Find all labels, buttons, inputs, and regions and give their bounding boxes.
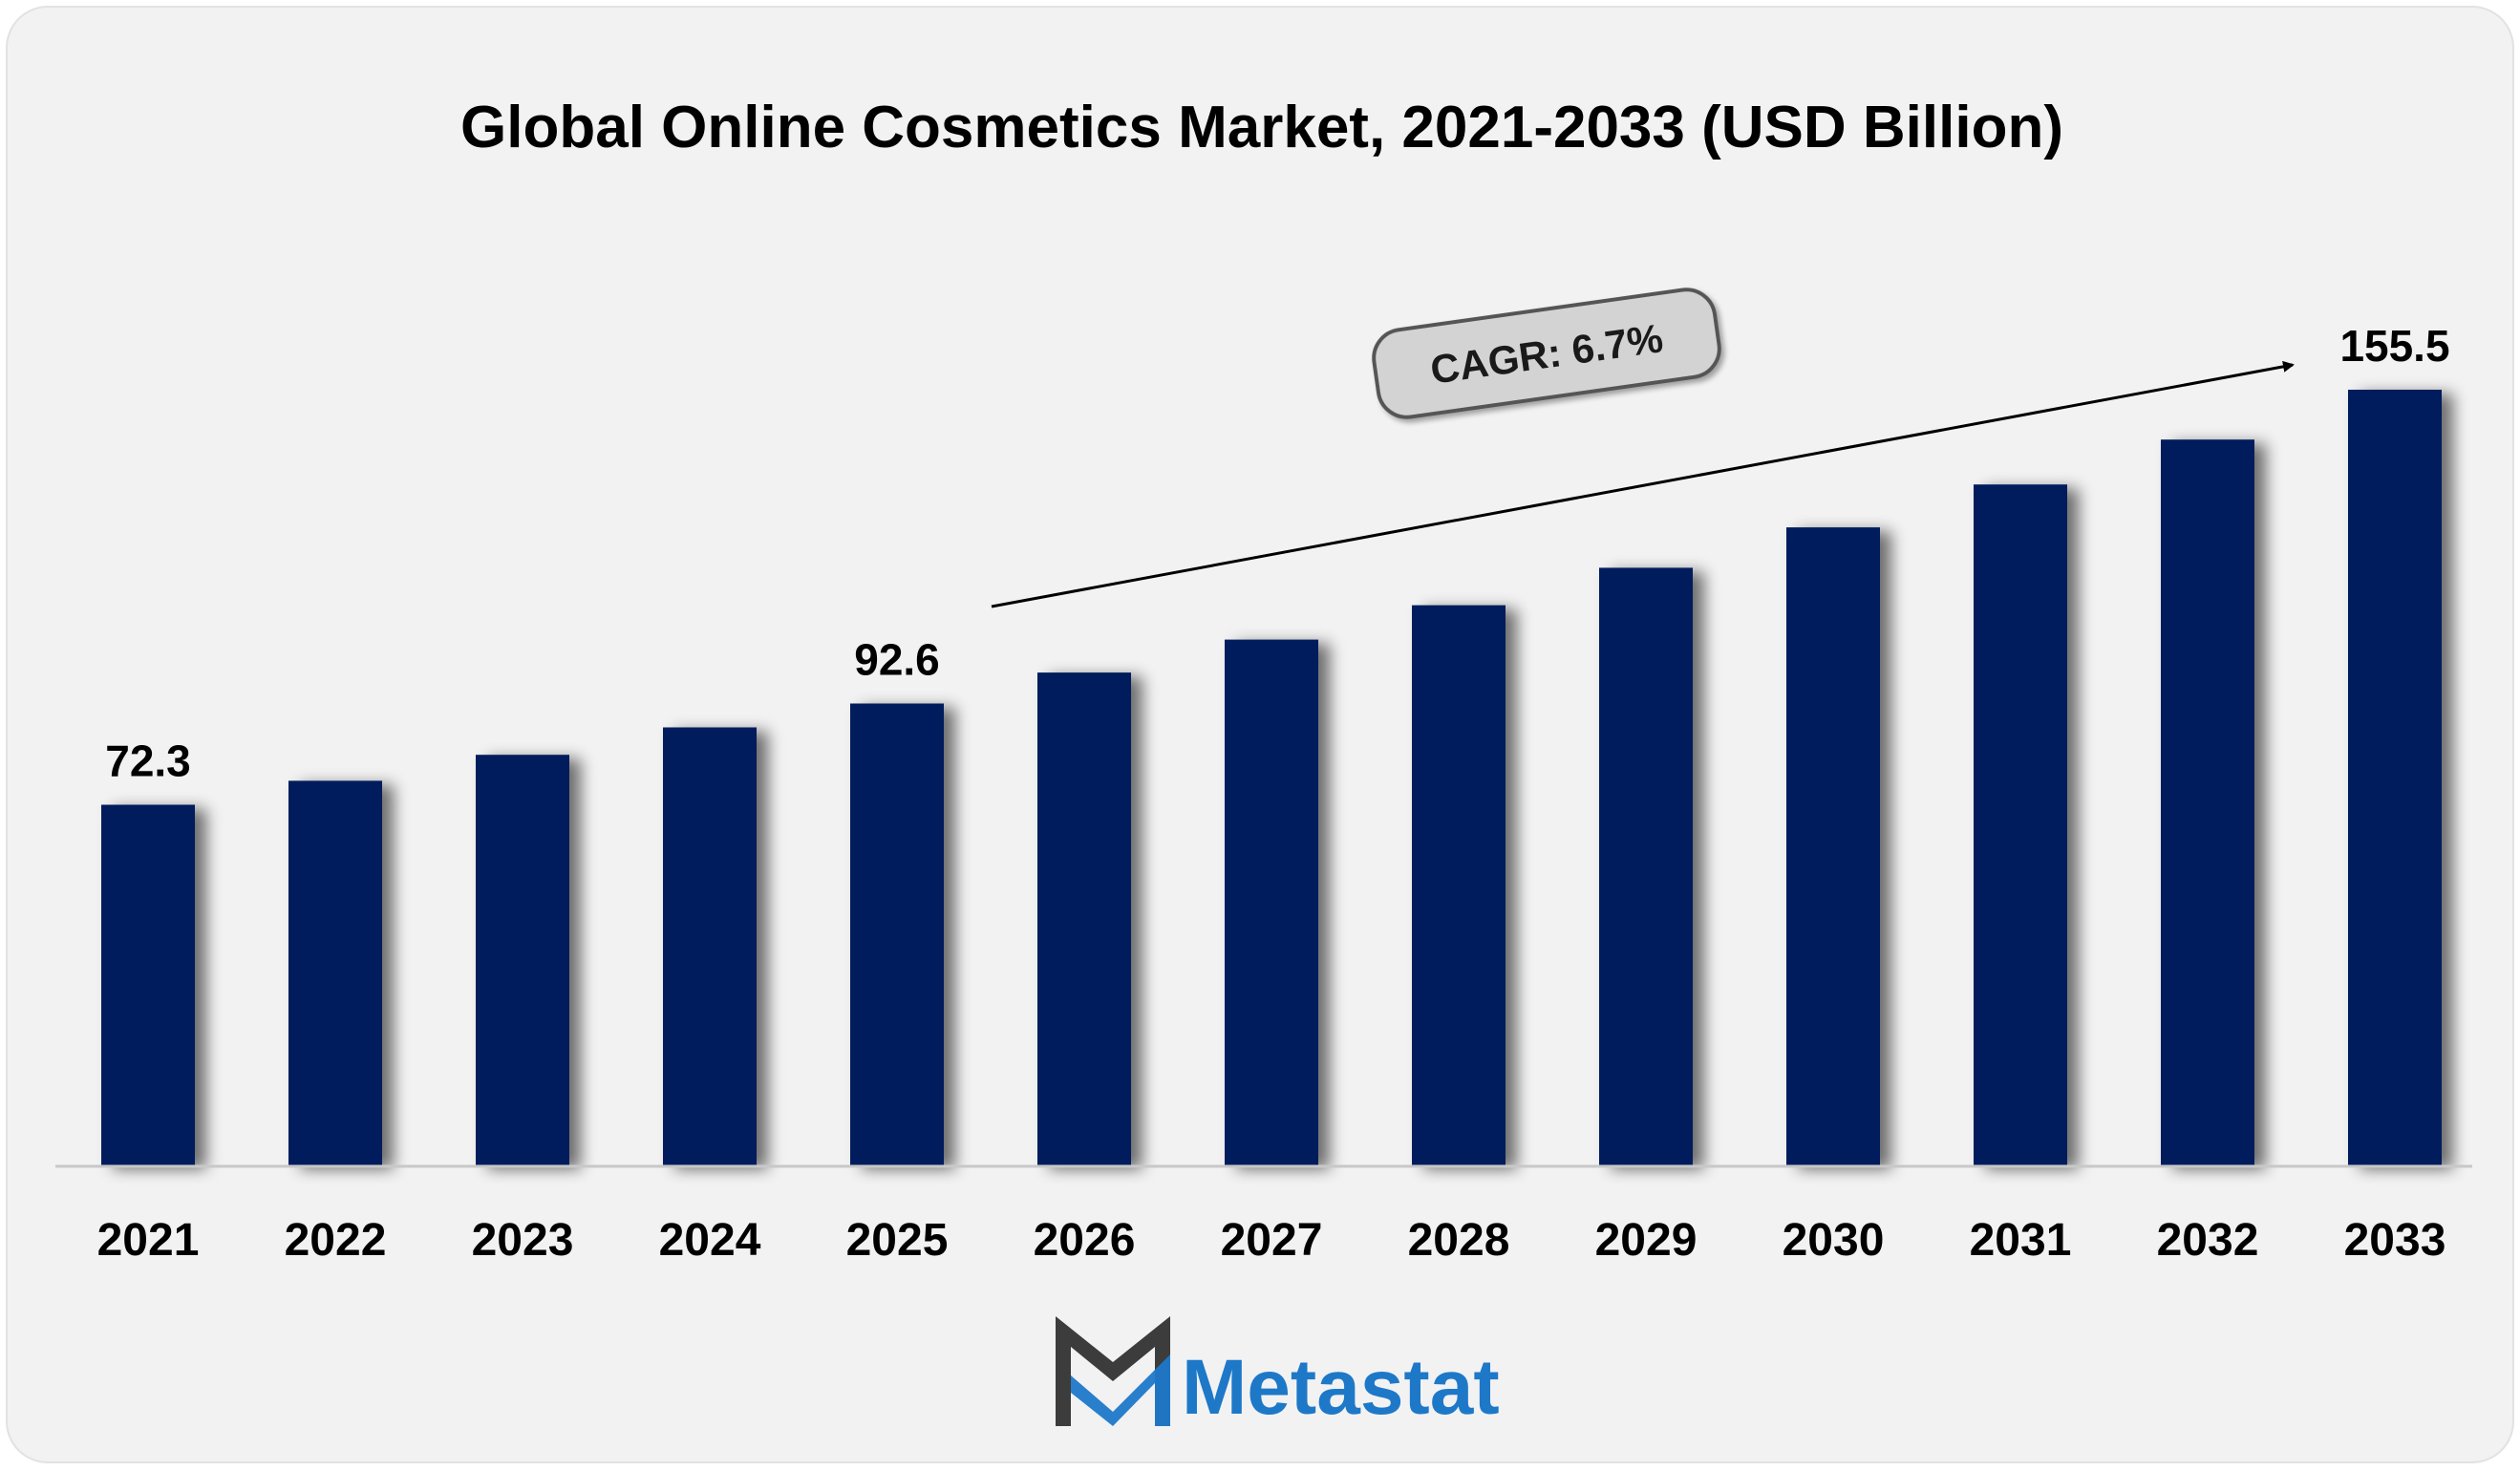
bar-2022: [288, 780, 382, 1165]
x-tick-2030: 2030: [1783, 1215, 1885, 1266]
m-logo-icon: [1056, 1316, 1170, 1426]
x-tick-2026: 2026: [1034, 1215, 1136, 1266]
data-labels: 72.3 92.6 155.5: [105, 321, 2449, 786]
x-tick-2022: 2022: [285, 1215, 387, 1266]
bars-layer: [101, 390, 2442, 1165]
brand-logo: Metastat: [1056, 1316, 1500, 1431]
x-tick-2028: 2028: [1408, 1215, 1510, 1266]
x-tick-2033: 2033: [2344, 1215, 2446, 1266]
bar-2032: [2161, 439, 2254, 1165]
bar-2025: [850, 703, 944, 1165]
chart-canvas: Global Online Cosmetics Market, 2021-203…: [55, 95, 2472, 1431]
bar-2021: [101, 804, 195, 1165]
x-tick-2023: 2023: [472, 1215, 574, 1266]
x-tick-2021: 2021: [97, 1215, 200, 1266]
cagr-arrow: [991, 360, 2295, 608]
bar-2028: [1412, 605, 1506, 1165]
cagr-annotation: CAGR: 6.7%: [1372, 288, 1721, 419]
bar-2030: [1786, 527, 1880, 1165]
x-tick-2031: 2031: [1970, 1215, 2072, 1266]
logo-text: Metastat: [1182, 1344, 1500, 1431]
bar-2033: [2348, 390, 2442, 1165]
bar-2029: [1599, 567, 1693, 1165]
x-axis-ticks: 2021 2022 2023 2024 2025 2026 2027 2028 2029 2030…: [97, 1215, 2446, 1266]
x-tick-2027: 2027: [1221, 1215, 1323, 1266]
bar-2023: [476, 755, 569, 1165]
bar-2031: [1974, 484, 2067, 1165]
x-tick-2025: 2025: [846, 1215, 949, 1266]
x-tick-2029: 2029: [1595, 1215, 1698, 1266]
bar-2026: [1037, 672, 1131, 1165]
data-label-2021: 72.3: [105, 736, 191, 786]
bar-2024: [663, 727, 757, 1165]
cagr-pill: [1372, 288, 1721, 419]
x-tick-2024: 2024: [659, 1215, 761, 1266]
data-label-2025: 92.6: [854, 635, 940, 685]
x-tick-2032: 2032: [2157, 1215, 2259, 1266]
chart-title: Global Online Cosmetics Market, 2021-203…: [460, 95, 2063, 160]
data-label-2033: 155.5: [2339, 321, 2449, 371]
chart-card: Global Online Cosmetics Market, 2021-203…: [6, 6, 2514, 1463]
bar-2027: [1225, 639, 1318, 1165]
